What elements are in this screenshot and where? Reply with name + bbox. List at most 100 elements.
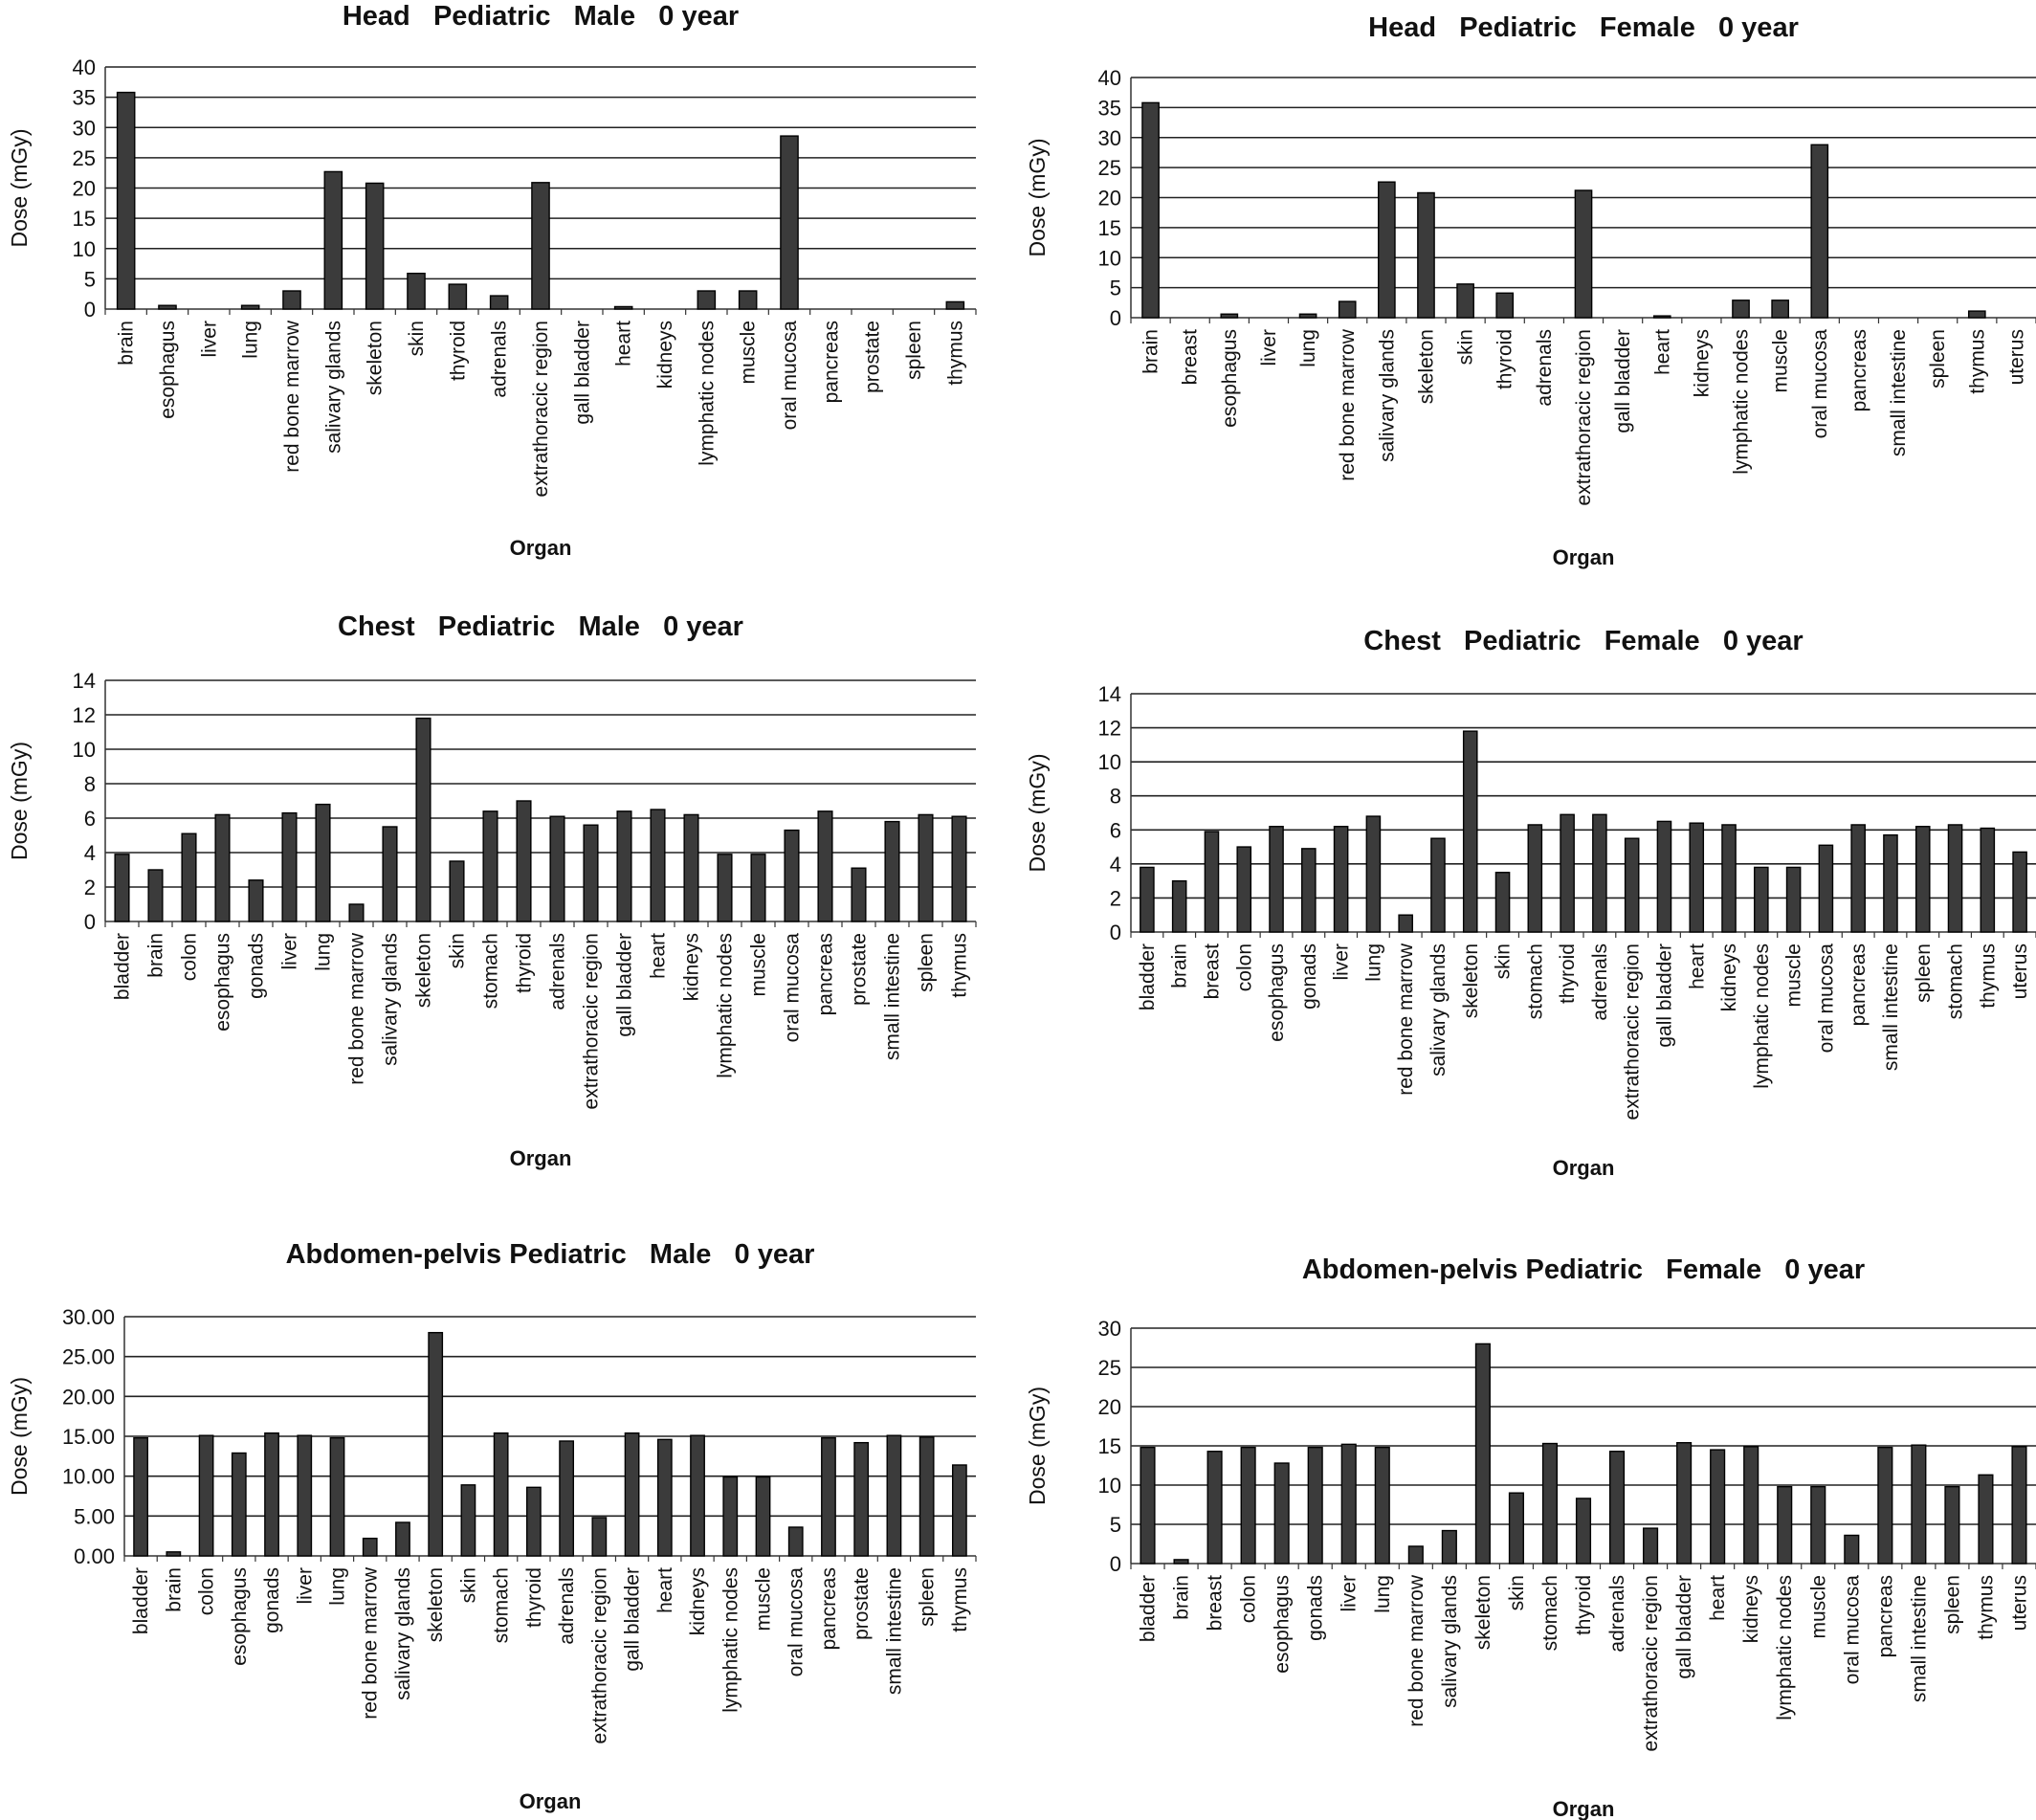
bar	[489, 295, 509, 310]
x-tick-label: heart	[1686, 943, 1708, 989]
x-tick-label: thymus	[1975, 1575, 1997, 1640]
x-tick-label: pancreas	[815, 933, 837, 1015]
x-tick-label: lung	[1372, 1575, 1394, 1613]
bar	[395, 1521, 410, 1557]
y-tick-label: 2	[84, 876, 96, 899]
bar	[738, 290, 758, 310]
x-tick-label: esophagus	[1266, 943, 1288, 1042]
x-tick-label: prostate	[862, 321, 884, 393]
bar	[1204, 831, 1220, 933]
bar	[1240, 1446, 1256, 1565]
bar	[1676, 1442, 1693, 1565]
x-tick-label: heart	[654, 1567, 676, 1613]
x-tick-label: small intestine	[882, 933, 904, 1060]
bar	[559, 1440, 575, 1557]
x-tick-label: breast	[1205, 1575, 1227, 1631]
bar	[1173, 1559, 1189, 1565]
bar	[1307, 1446, 1323, 1565]
x-tick-label: lymphatic nodes	[1751, 943, 1773, 1089]
bar	[282, 290, 301, 310]
bar	[1652, 315, 1671, 319]
x-tick-label: red bone marrow	[1337, 328, 1359, 481]
bar	[248, 879, 264, 922]
bar	[1850, 824, 1866, 933]
x-tick-label: pancreas	[1848, 329, 1870, 411]
bar	[516, 800, 532, 922]
x-tick-label: lung	[327, 1567, 349, 1606]
x-tick-label: small intestine	[1908, 1575, 1930, 1702]
x-tick-label: thyroid	[447, 321, 469, 381]
y-tick-label: 4	[1110, 853, 1121, 877]
y-tick-label: 25	[1098, 156, 1121, 180]
bar	[886, 1434, 902, 1557]
y-tick-label: 35	[73, 86, 96, 110]
x-tick-label: extrathoracic region	[1640, 1575, 1662, 1751]
x-tick-label: thymus	[1966, 329, 1988, 394]
bar	[1220, 313, 1239, 319]
x-tick-label: oral mucosa	[786, 1567, 808, 1677]
x-tick-label: stomach	[1524, 943, 1546, 1019]
bar	[1608, 1451, 1626, 1565]
bar	[315, 803, 331, 922]
bar	[650, 809, 666, 922]
x-tick-label: thymus	[949, 933, 971, 998]
bar	[1298, 313, 1317, 319]
x-tick-label: skeleton	[365, 321, 387, 395]
x-tick-label: extrathoracic region	[530, 321, 552, 497]
x-tick-label: red bone marrow	[346, 932, 368, 1085]
x-tick-label: heart	[613, 321, 635, 366]
bar	[1818, 844, 1834, 933]
x-tick-label: spleen	[1941, 1575, 1963, 1634]
x-axis-label: Organ	[510, 536, 572, 560]
x-tick-label: salivary glands	[1439, 1575, 1461, 1708]
bar	[1171, 879, 1187, 933]
x-tick-label: stomach	[480, 933, 502, 1009]
x-tick-label: spleen	[903, 321, 925, 380]
x-tick-label: spleen	[916, 933, 938, 992]
x-tick-label: skin	[1455, 329, 1477, 365]
bar	[1462, 730, 1478, 933]
x-tick-label: gall bladder	[622, 1567, 644, 1672]
x-tick-label: bladder	[1138, 1575, 1160, 1642]
x-tick-label: colon	[196, 1567, 218, 1615]
x-tick-label: brain	[116, 321, 138, 366]
y-tick-label: 8	[1110, 785, 1121, 809]
bar	[449, 860, 465, 922]
x-tick-label: spleen	[1927, 329, 1949, 388]
bar	[697, 290, 717, 310]
chart-abdomen-pelvis-male: 0.00 5.00 10.00 15.00 20.00 25.00 30.00 bladder…	[0, 1213, 1018, 1820]
x-tick-label: kidneys	[1718, 943, 1740, 1011]
x-tick-label: kidneys	[1691, 329, 1713, 397]
bar	[1365, 815, 1382, 933]
x-tick-label: kidneys	[681, 933, 703, 1001]
bar	[1541, 1442, 1559, 1565]
x-tick-label: oral mucosa	[782, 933, 804, 1043]
x-tick-label: oral mucosa	[1815, 943, 1837, 1054]
x-tick-label: extrathoracic region	[581, 933, 603, 1109]
x-tick-label: skin	[457, 1567, 479, 1603]
bar	[780, 135, 799, 310]
bar	[656, 1438, 673, 1557]
bar	[531, 182, 550, 310]
x-tick-label: stomach	[1945, 943, 1967, 1019]
y-tick-label: 0	[84, 298, 96, 322]
bar	[281, 811, 298, 922]
y-tick-label: 10.00	[62, 1465, 115, 1489]
bar	[591, 1517, 608, 1557]
bar	[918, 813, 934, 922]
bar	[1374, 1446, 1390, 1565]
y-tick-label: 15	[1098, 216, 1121, 240]
chart-title: Abdomen-pelvis Pediatric Female 0 year	[1302, 1254, 1865, 1285]
x-tick-label: small intestine	[1880, 943, 1902, 1071]
bar	[147, 869, 164, 922]
bar	[1914, 826, 1931, 933]
y-axis-label: Dose (mGy)	[7, 742, 32, 860]
x-tick-label: muscle	[1770, 329, 1792, 393]
bar	[1407, 1545, 1424, 1565]
y-tick-label: 14	[73, 669, 96, 693]
x-tick-label: gall bladder	[1612, 329, 1634, 433]
bar	[348, 903, 365, 922]
bar	[525, 1486, 542, 1557]
bar	[323, 170, 343, 310]
x-tick-label: prostate	[851, 1567, 873, 1640]
